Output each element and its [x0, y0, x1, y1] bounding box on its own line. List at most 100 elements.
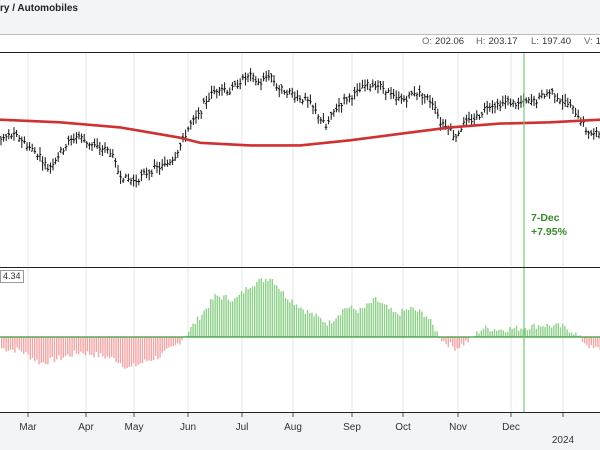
histogram-bar: [480, 330, 482, 337]
histogram-bar: [251, 286, 254, 337]
indicator-value-label: 4.34: [0, 270, 24, 283]
histogram-bar: [31, 337, 34, 358]
histogram-bar: [47, 337, 49, 365]
histogram-bar: [276, 285, 278, 337]
histogram-bar: [53, 337, 56, 363]
histogram-bar: [405, 309, 408, 337]
histogram-bar: [313, 316, 315, 337]
histogram-bar: [135, 337, 137, 367]
histogram-bar: [443, 337, 445, 342]
chart-header: ry / Automobiles: [0, 0, 600, 35]
histogram-bar: [128, 337, 130, 367]
histogram-bar: [113, 337, 115, 358]
ohlc-high-key: H:: [476, 36, 486, 47]
moving-average-line: [0, 118, 600, 147]
histogram-bar: [192, 323, 194, 337]
histogram-bar: [570, 332, 573, 337]
histogram-bar: [370, 303, 372, 337]
histogram-bar: [174, 337, 177, 346]
histogram-bar: [421, 311, 423, 337]
histogram-bar: [562, 324, 564, 337]
histogram-bar: [188, 331, 190, 337]
histogram-bar: [172, 337, 174, 346]
histogram-bar: [399, 315, 401, 337]
ohlc-volume-key: V:: [584, 36, 593, 47]
histogram-bar: [372, 298, 375, 337]
histogram-bar: [315, 313, 317, 337]
histogram-bar: [460, 337, 463, 344]
histogram-bar: [179, 337, 181, 345]
x-axis-label-may: May: [125, 422, 144, 433]
x-axis-label-mar: Mar: [19, 422, 37, 433]
ohlc-low-value: 197.40: [541, 36, 571, 47]
histogram-bar: [445, 337, 447, 344]
histogram-bar: [361, 308, 364, 337]
histogram-bar: [124, 337, 126, 369]
histogram-bar: [64, 337, 67, 357]
histogram-bar: [243, 293, 245, 337]
histogram-bar: [592, 337, 595, 349]
x-axis-label-2024: 2024: [552, 435, 575, 446]
histogram-bar: [548, 325, 551, 337]
histogram-bar: [161, 337, 163, 353]
histogram-bar: [434, 331, 436, 337]
histogram-bar: [432, 324, 434, 337]
histogram-bar: [540, 326, 542, 337]
histogram-bar: [366, 303, 368, 337]
histogram-bar: [49, 337, 51, 358]
marker-change-label: +7.95%: [531, 226, 567, 238]
histogram-bar: [225, 295, 227, 337]
histogram-bar: [350, 305, 353, 337]
histogram-bar: [287, 299, 289, 337]
ohlc-low: L: 197.40: [531, 36, 571, 47]
histogram-bar: [333, 321, 335, 337]
histogram-bar: [555, 323, 557, 337]
histogram-bar: [535, 328, 537, 337]
histogram-bar: [45, 337, 47, 365]
histogram-bar: [487, 328, 489, 337]
histogram-bar: [573, 334, 575, 337]
histogram-bar: [273, 284, 276, 337]
histogram-bar: [427, 319, 430, 337]
histogram-bar: [293, 305, 295, 337]
histogram-bar: [78, 337, 80, 355]
histogram-bar: [163, 337, 166, 351]
histogram-bar: [282, 290, 284, 337]
histogram-bar: [60, 337, 62, 360]
histogram-bar: [27, 337, 29, 355]
histogram-bar: [223, 295, 225, 337]
histogram-bar: [504, 332, 507, 337]
histogram-bar: [234, 298, 236, 337]
histogram-bar: [537, 325, 540, 337]
histogram-bar: [245, 287, 247, 337]
ohlc-high: H: 203.17: [476, 36, 518, 47]
ohlc-open: O: 202.06: [422, 36, 464, 47]
histogram-bar: [390, 307, 392, 337]
histogram-bar: [254, 286, 256, 337]
histogram-bar: [260, 278, 262, 337]
histogram-bar: [86, 337, 89, 352]
histogram-bar: [80, 337, 82, 352]
histogram-bar: [247, 289, 249, 337]
histogram-bar: [408, 310, 410, 337]
histogram-bar: [271, 279, 273, 337]
histogram-bar: [166, 337, 168, 349]
histogram-bar: [557, 323, 559, 337]
histogram-bar: [335, 318, 337, 337]
histogram-bar: [595, 337, 597, 347]
x-axis-label-aug: Aug: [284, 422, 302, 433]
histogram-bar: [159, 337, 161, 358]
histogram-bar: [9, 337, 12, 350]
histogram-bar: [71, 337, 73, 357]
histogram-bar: [69, 337, 71, 357]
histogram-bar: [67, 337, 69, 355]
histogram-bar: [262, 282, 265, 337]
histogram-bar: [379, 302, 381, 337]
histogram-bar: [526, 330, 529, 337]
histogram-bar: [18, 337, 20, 350]
histogram-bar: [559, 327, 562, 337]
histogram-bar: [280, 291, 282, 337]
marker-date-label: 7-Dec: [531, 212, 560, 224]
